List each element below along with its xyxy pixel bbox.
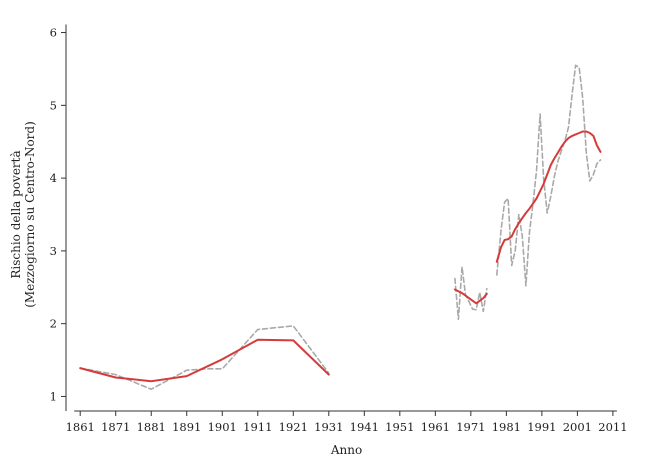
x-tick-label: 1981 [492, 420, 521, 434]
x-tick-label: 1991 [527, 420, 556, 434]
x-tick-label: 1861 [66, 420, 95, 434]
x-tick-label: 1891 [172, 420, 201, 434]
y-axis-title-line-2: (Mezzogiorno su Centro-Nord) [23, 121, 37, 308]
x-axis-title: Anno [330, 443, 362, 457]
dashed-series-line [79, 325, 330, 391]
x-tick-label: 1951 [385, 420, 414, 434]
smoothed-series-line [495, 130, 602, 263]
y-tick-label: 3 [50, 244, 57, 258]
x-tick-label: 1881 [137, 420, 166, 434]
y-ticks: 1 2 3 4 5 6 [50, 26, 66, 403]
y-axis-title-line-1: Rischio della povertà [9, 150, 23, 278]
dashed-series-line [495, 64, 602, 287]
x-tick-label: 1921 [279, 420, 308, 434]
x-tick-label: 1871 [101, 420, 130, 434]
x-tick-label: 1911 [243, 420, 272, 434]
x-tick-label: 1961 [421, 420, 450, 434]
series-layer [79, 64, 602, 391]
y-tick-label: 1 [50, 389, 57, 403]
x-tick-label: 1941 [350, 420, 379, 434]
x-tick-label: 1931 [314, 420, 343, 434]
axes [65, 24, 617, 412]
y-tick-label: 4 [50, 171, 57, 185]
x-tick-label: 2011 [598, 420, 627, 434]
x-ticks: 1861 1871 1881 1891 1901 1911 1921 1931 1941 1951… [66, 411, 628, 434]
y-axis-title: Rischio della povertà (Mezzogiorno su Ce… [9, 121, 37, 308]
y-tick-label: 5 [50, 98, 57, 112]
x-tick-label: 1971 [456, 420, 485, 434]
dashed-series-line [454, 266, 488, 321]
y-tick-label: 6 [50, 26, 57, 40]
smoothed-series-line [453, 288, 488, 305]
x-tick-label: 2001 [563, 420, 592, 434]
smoothed-series-line [79, 338, 330, 383]
x-tick-label: 1901 [208, 420, 237, 434]
y-tick-label: 2 [50, 317, 57, 331]
